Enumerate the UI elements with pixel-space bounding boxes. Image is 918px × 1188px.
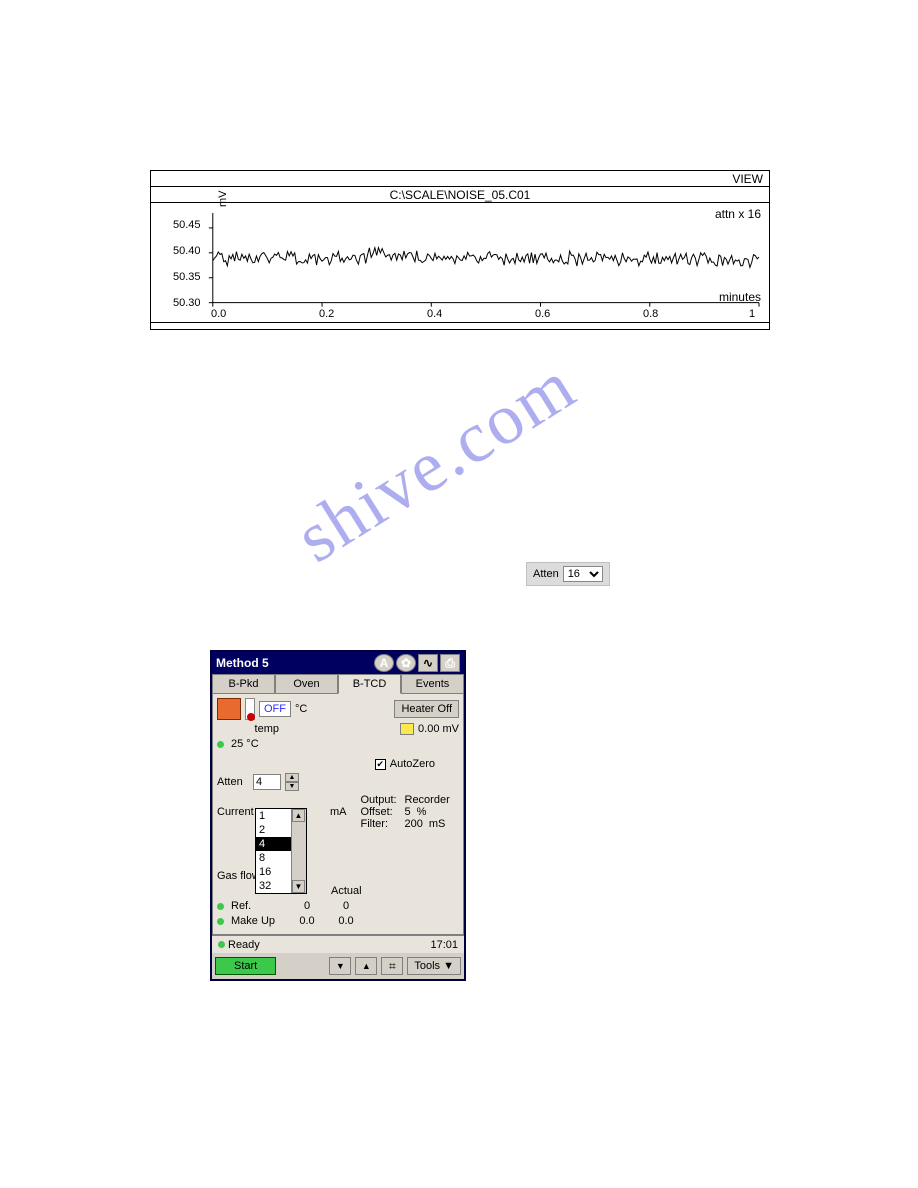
makeup-led-icon — [217, 918, 224, 925]
signal-wave-icon — [400, 723, 414, 735]
chart-ytick: 50.40 — [173, 245, 201, 257]
offset-value: 5 — [405, 806, 411, 818]
tab-oven[interactable]: Oven — [275, 674, 338, 694]
ready-led-icon — [218, 941, 225, 948]
ref-led-icon — [217, 903, 224, 910]
heater-off-button[interactable]: Heater Off — [394, 700, 459, 718]
method-tabs: B-Pkd Oven B-TCD Events — [212, 674, 464, 694]
bottom-toolbar: Start ▼ ▲ ⌗ Tools ▼ — [212, 953, 464, 979]
watermark-text: shive.com — [282, 344, 591, 580]
method-title-text: Method 5 — [216, 656, 269, 670]
chart-ytick: 50.45 — [173, 219, 201, 231]
method-panel: Method 5 A ✿ ∿ ⎙ B-Pkd Oven B-TCD Events… — [210, 650, 466, 981]
atten-spin-down[interactable]: ▼ — [285, 782, 299, 791]
current-field-label: Current — [217, 806, 254, 818]
chart-svg — [151, 203, 769, 323]
thermometer-icon — [245, 698, 255, 720]
chart-file-title: C:\SCALE\NOISE_05.C01 — [151, 187, 769, 203]
atten-label: Atten — [533, 568, 559, 580]
makeup-set: 0.0 — [287, 915, 327, 927]
chromatogram-panel: VIEW C:\SCALE\NOISE_05.C01 mV attn x 16 … — [150, 170, 770, 330]
filter-value: 200 — [405, 818, 423, 830]
temp-setpoint-display[interactable]: OFF — [259, 701, 291, 717]
method-body: OFF °C Heater Off temp 0.00 mV 25 °C ✔ A… — [212, 694, 464, 935]
chart-xtick: 0.2 — [319, 308, 334, 320]
chart-x-axis-label: minutes — [719, 290, 761, 304]
down-button[interactable]: ▼ — [329, 957, 351, 975]
makeup-actual: 0.0 — [331, 915, 361, 927]
tab-b-tcd[interactable]: B-TCD — [338, 674, 401, 694]
tools-button[interactable]: Tools ▼ — [407, 957, 461, 975]
actual-label: Actual — [331, 885, 362, 897]
ref-set: 0 — [287, 900, 327, 912]
chart-footer — [151, 323, 769, 329]
makeup-label: Make Up — [231, 915, 283, 927]
scroll-up-icon[interactable]: ▲ — [292, 809, 305, 822]
method-titlebar: Method 5 A ✿ ∿ ⎙ — [212, 652, 464, 674]
chart-plot-area: mV attn x 16 minutes 50.45 50.40 50.35 5… — [151, 203, 769, 323]
filter-label: Filter: — [361, 818, 399, 830]
chart-ytick: 50.30 — [173, 297, 201, 309]
scroll-down-icon[interactable]: ▼ — [292, 880, 305, 893]
current-unit: mA — [330, 806, 347, 818]
autozero-label: AutoZero — [390, 758, 435, 770]
atten-dropdown-list[interactable]: 1 2 4 8 16 32 ▲ ▼ — [255, 808, 307, 894]
clock-time: 17:01 — [430, 939, 458, 951]
output-label: Output: — [361, 794, 399, 806]
tab-b-pkd[interactable]: B-Pkd — [212, 674, 275, 694]
atten-field[interactable] — [253, 774, 281, 790]
temp-led-icon — [217, 741, 224, 748]
mv-value: 0.00 mV — [418, 723, 459, 735]
calculator-icon[interactable]: ⌗ — [381, 957, 403, 975]
chart-view-label: VIEW — [151, 171, 769, 187]
atten-field-label: Atten — [217, 776, 249, 788]
filter-unit: mS — [429, 818, 446, 830]
status-bar: Ready 17:01 — [212, 935, 464, 953]
chart-y-axis-label: mV — [217, 191, 229, 208]
auto-icon[interactable]: A — [374, 654, 394, 672]
status-text: Ready — [228, 939, 260, 951]
tab-events[interactable]: Events — [401, 674, 464, 694]
wave-icon[interactable]: ∿ — [418, 654, 438, 672]
current-temp: 25 °C — [231, 738, 259, 750]
start-button[interactable]: Start — [215, 957, 276, 975]
chart-xtick: 0.0 — [211, 308, 226, 320]
palette-icon[interactable]: ✿ — [396, 654, 416, 672]
dropdown-scrollbar[interactable]: ▲ ▼ — [291, 809, 306, 893]
atten-control: Atten 16 — [526, 562, 610, 586]
offset-unit: % — [417, 806, 427, 818]
chart-attn-label: attn x 16 — [715, 207, 761, 221]
atten-spin-up[interactable]: ▲ — [285, 773, 299, 782]
autozero-checkbox[interactable]: ✔ — [375, 759, 386, 770]
temp-unit: °C — [295, 703, 307, 715]
atten-select[interactable]: 16 — [563, 566, 603, 582]
up-button[interactable]: ▲ — [355, 957, 377, 975]
chart-xtick: 1 — [749, 308, 755, 320]
printer-icon[interactable]: ⎙ — [440, 654, 460, 672]
chart-ytick: 50.35 — [173, 271, 201, 283]
ref-actual: 0 — [331, 900, 361, 912]
temp-label: temp — [217, 723, 279, 735]
chart-xtick: 0.8 — [643, 308, 658, 320]
gasflow-label: Gas flow — [217, 870, 260, 882]
detector-icon[interactable] — [217, 698, 241, 720]
offset-label: Offset: — [361, 806, 399, 818]
output-value: Recorder — [405, 794, 450, 806]
chart-xtick: 0.4 — [427, 308, 442, 320]
ref-label: Ref. — [231, 900, 283, 912]
chart-xtick: 0.6 — [535, 308, 550, 320]
